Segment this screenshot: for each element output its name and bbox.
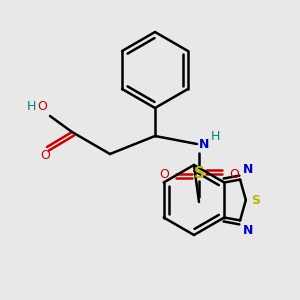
Text: N: N (243, 163, 254, 176)
Text: O: O (37, 100, 47, 113)
Text: O: O (229, 167, 239, 181)
Text: S: S (251, 194, 260, 206)
Text: N: N (199, 137, 209, 151)
Text: S: S (194, 167, 205, 182)
Text: O: O (40, 149, 50, 162)
Text: H: H (27, 100, 36, 113)
Text: O: O (159, 167, 169, 181)
Text: N: N (243, 224, 254, 237)
Text: H: H (211, 130, 220, 142)
